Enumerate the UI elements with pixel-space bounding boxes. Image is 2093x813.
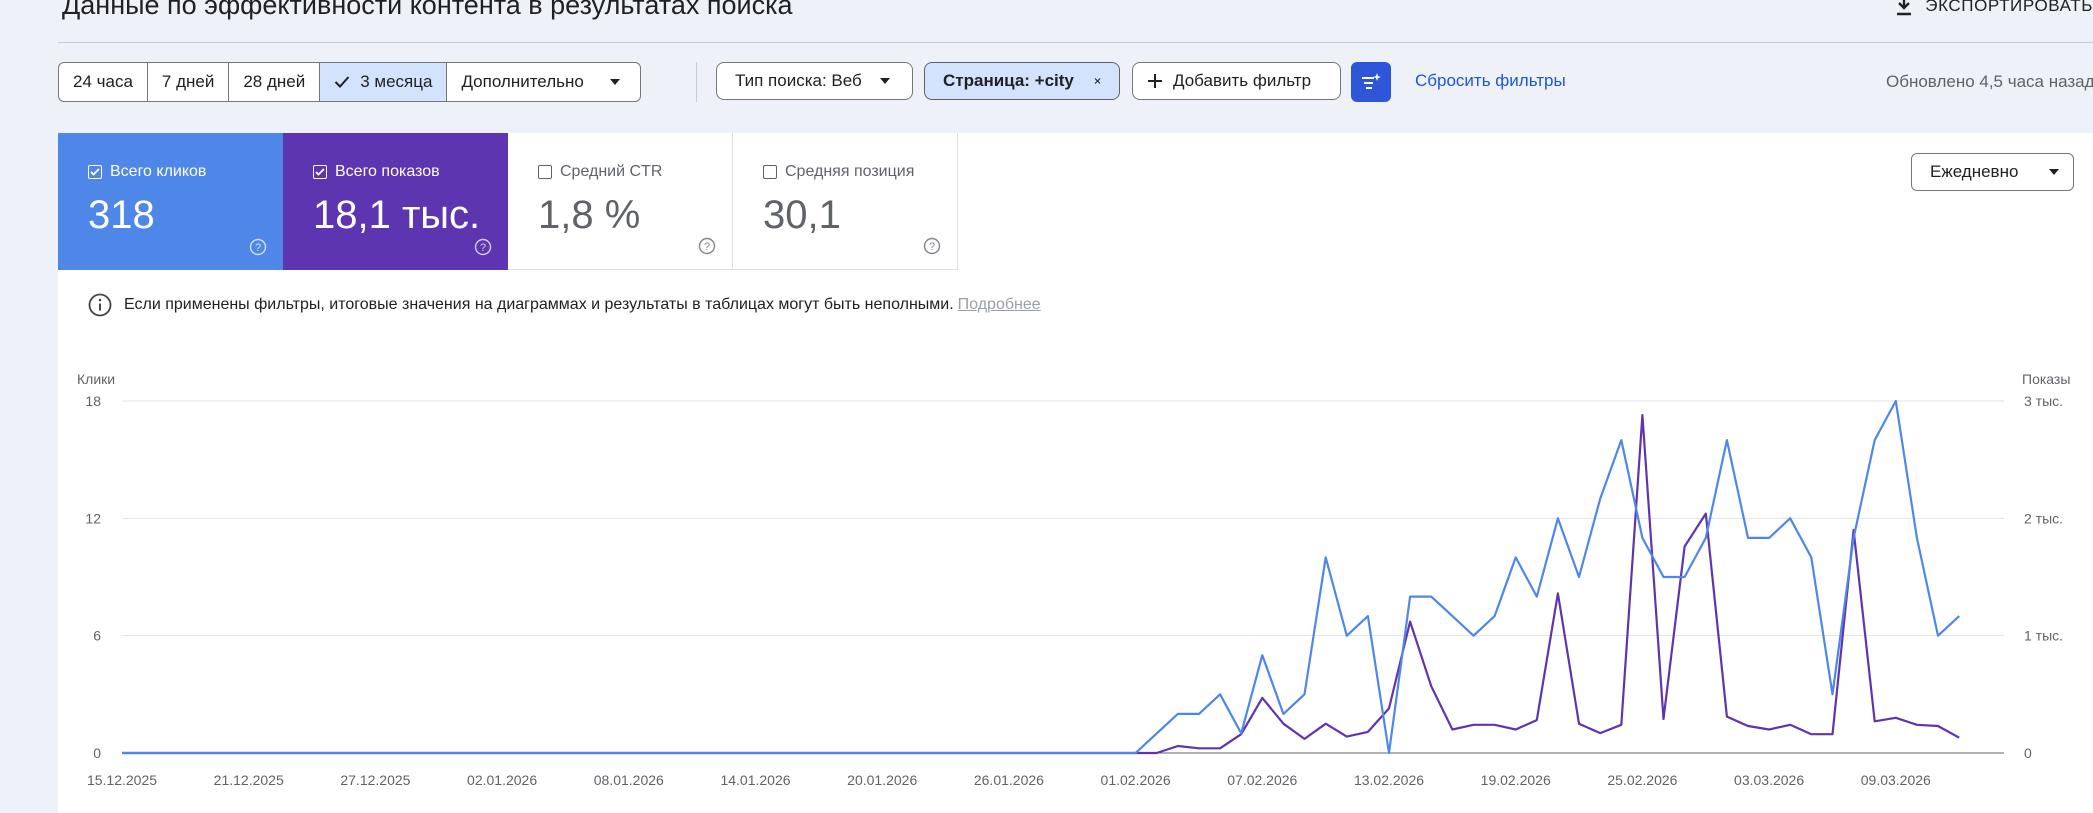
period-label: 3 месяца bbox=[360, 72, 433, 91]
granularity-select[interactable]: Ежедневно bbox=[1911, 153, 2074, 191]
help-icon[interactable]: ? bbox=[474, 238, 492, 256]
page-title: Данные по эффективности контента в резул… bbox=[62, 0, 793, 20]
header-divider bbox=[58, 42, 2093, 43]
metric-value: 1,8 % bbox=[538, 193, 641, 237]
metric-label: Средний CTR bbox=[560, 163, 663, 180]
export-button[interactable]: ЭКСПОРТИРОВАТЬ bbox=[1895, 0, 2093, 18]
checkbox-checked-icon[interactable] bbox=[88, 165, 102, 179]
period-more-button[interactable]: Дополнительно bbox=[447, 63, 639, 101]
caret-down-icon bbox=[879, 78, 890, 84]
metric-label: Всего кликов bbox=[110, 163, 207, 180]
period-28d-button[interactable]: 28 дней bbox=[229, 63, 321, 101]
reset-filters-link[interactable]: Сбросить фильтры bbox=[1415, 71, 1566, 90]
toolbar-divider bbox=[696, 62, 697, 102]
add-filter-button[interactable]: Добавить фильтр bbox=[1132, 62, 1341, 100]
export-label: ЭКСПОРТИРОВАТЬ bbox=[1925, 0, 2093, 15]
check-icon bbox=[335, 76, 350, 88]
period-label: 7 дней bbox=[161, 72, 215, 91]
metric-clicks-tile[interactable]: Всего кликов 318 ? bbox=[58, 133, 283, 270]
help-icon[interactable]: ? bbox=[923, 237, 941, 255]
download-icon bbox=[1897, 0, 1912, 16]
updated-status: Обновлено 4,5 часа назад bbox=[1886, 72, 2093, 91]
search-type-label: Тип поиска: Веб bbox=[735, 71, 862, 90]
help-icon[interactable]: ? bbox=[249, 238, 267, 256]
caret-down-icon bbox=[609, 79, 620, 85]
period-label: 28 дней bbox=[243, 72, 306, 91]
filter-sparkle-icon bbox=[1362, 73, 1381, 89]
granularity-value: Ежедневно bbox=[1930, 162, 2019, 181]
svg-text:?: ? bbox=[704, 241, 710, 253]
metric-position-tile[interactable]: Средняя позиция 30,1 ? bbox=[733, 133, 958, 270]
add-filter-label: Добавить фильтр bbox=[1173, 71, 1312, 90]
page-filter-label: Страница: +city bbox=[943, 71, 1074, 90]
info-text: Если применены фильтры, итоговые значени… bbox=[124, 296, 954, 313]
search-type-chip[interactable]: Тип поиска: Веб bbox=[716, 62, 913, 100]
checkbox-checked-icon[interactable] bbox=[313, 165, 327, 179]
period-segmented-control: 24 часа 7 дней 28 дней 3 месяца Дополнит… bbox=[58, 62, 641, 102]
metric-value: 30,1 bbox=[763, 193, 841, 237]
plus-icon bbox=[1148, 74, 1162, 88]
checkbox-unchecked-icon[interactable] bbox=[538, 165, 552, 179]
metric-label: Всего показов bbox=[335, 163, 440, 180]
period-3m-button[interactable]: 3 месяца bbox=[320, 63, 448, 101]
performance-card: Всего кликов 318 ? Всего показов 18,1 ты… bbox=[58, 133, 2093, 813]
metric-label: Средняя позиция bbox=[785, 163, 915, 180]
checkbox-unchecked-icon[interactable] bbox=[763, 165, 777, 179]
caret-down-icon bbox=[2049, 169, 2059, 175]
metric-ctr-tile[interactable]: Средний CTR 1,8 % ? bbox=[508, 133, 733, 270]
svg-text:?: ? bbox=[480, 242, 486, 254]
metric-value: 318 bbox=[88, 193, 155, 237]
metric-tiles: Всего кликов 318 ? Всего показов 18,1 ты… bbox=[58, 133, 958, 270]
close-icon[interactable] bbox=[1094, 74, 1101, 88]
svg-text:?: ? bbox=[929, 241, 935, 253]
period-7d-button[interactable]: 7 дней bbox=[148, 63, 230, 101]
svg-text:?: ? bbox=[255, 242, 261, 254]
metric-value: 18,1 тыс. bbox=[313, 193, 481, 237]
info-icon bbox=[88, 293, 112, 317]
filter-toolbar: 24 часа 7 дней 28 дней 3 месяца Дополнит… bbox=[58, 62, 2093, 102]
metric-impressions-tile[interactable]: Всего показов 18,1 тыс. ? bbox=[283, 133, 508, 270]
filter-settings-button[interactable] bbox=[1351, 62, 1391, 102]
filter-info-banner: Если применены фильтры, итоговые значени… bbox=[88, 293, 1041, 317]
period-24h-button[interactable]: 24 часа bbox=[59, 63, 148, 101]
page-filter-chip[interactable]: Страница: +city bbox=[924, 62, 1120, 100]
help-icon[interactable]: ? bbox=[698, 237, 716, 255]
period-label: 24 часа bbox=[73, 72, 133, 91]
period-label: Дополнительно bbox=[461, 72, 584, 91]
learn-more-link[interactable]: Подробнее bbox=[957, 296, 1041, 313]
